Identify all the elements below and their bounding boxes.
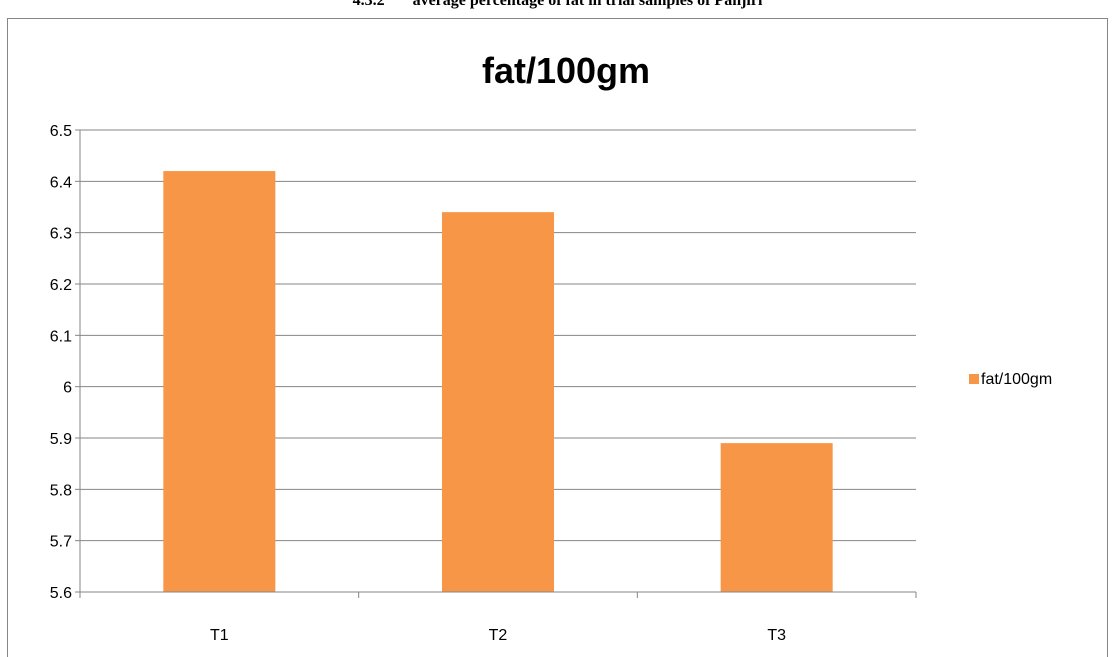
y-tick-labels: 6.5 6.4 6.3 6.2 6.1 6 5.9 5.8 5.7 5.6 (50, 123, 72, 602)
y-tick-label: 6.5 (50, 123, 72, 140)
legend-swatch (969, 374, 979, 384)
y-tick-label: 6.3 (50, 226, 72, 243)
x-tick-label: T3 (767, 627, 786, 644)
figure-caption: 4.3.2 average percentage of fat in trial… (352, 0, 763, 9)
x-tick-label: T2 (489, 627, 508, 644)
y-tick-label: 5.9 (50, 431, 72, 448)
legend-label: fat/100gm (981, 371, 1052, 388)
bar-t2 (442, 212, 554, 592)
bar-t1 (163, 171, 276, 593)
y-tick-label: 6.2 (50, 277, 72, 294)
axes (75, 129, 917, 598)
y-tick-label: 5.8 (50, 482, 72, 499)
y-tick-label: 6.1 (50, 328, 72, 345)
y-tick-label: 5.7 (50, 534, 72, 551)
chart-title: fat/100gm (482, 50, 650, 91)
bars (163, 171, 833, 593)
y-tick-label: 6 (63, 380, 72, 397)
bar-t3 (720, 443, 833, 592)
legend: fat/100gm (969, 371, 1052, 388)
y-tick-label: 5.6 (50, 585, 72, 602)
x-tick-labels: T1 T2 T3 (210, 627, 786, 644)
y-tick-label: 6.4 (50, 174, 72, 191)
x-tick-label: T1 (210, 627, 229, 644)
